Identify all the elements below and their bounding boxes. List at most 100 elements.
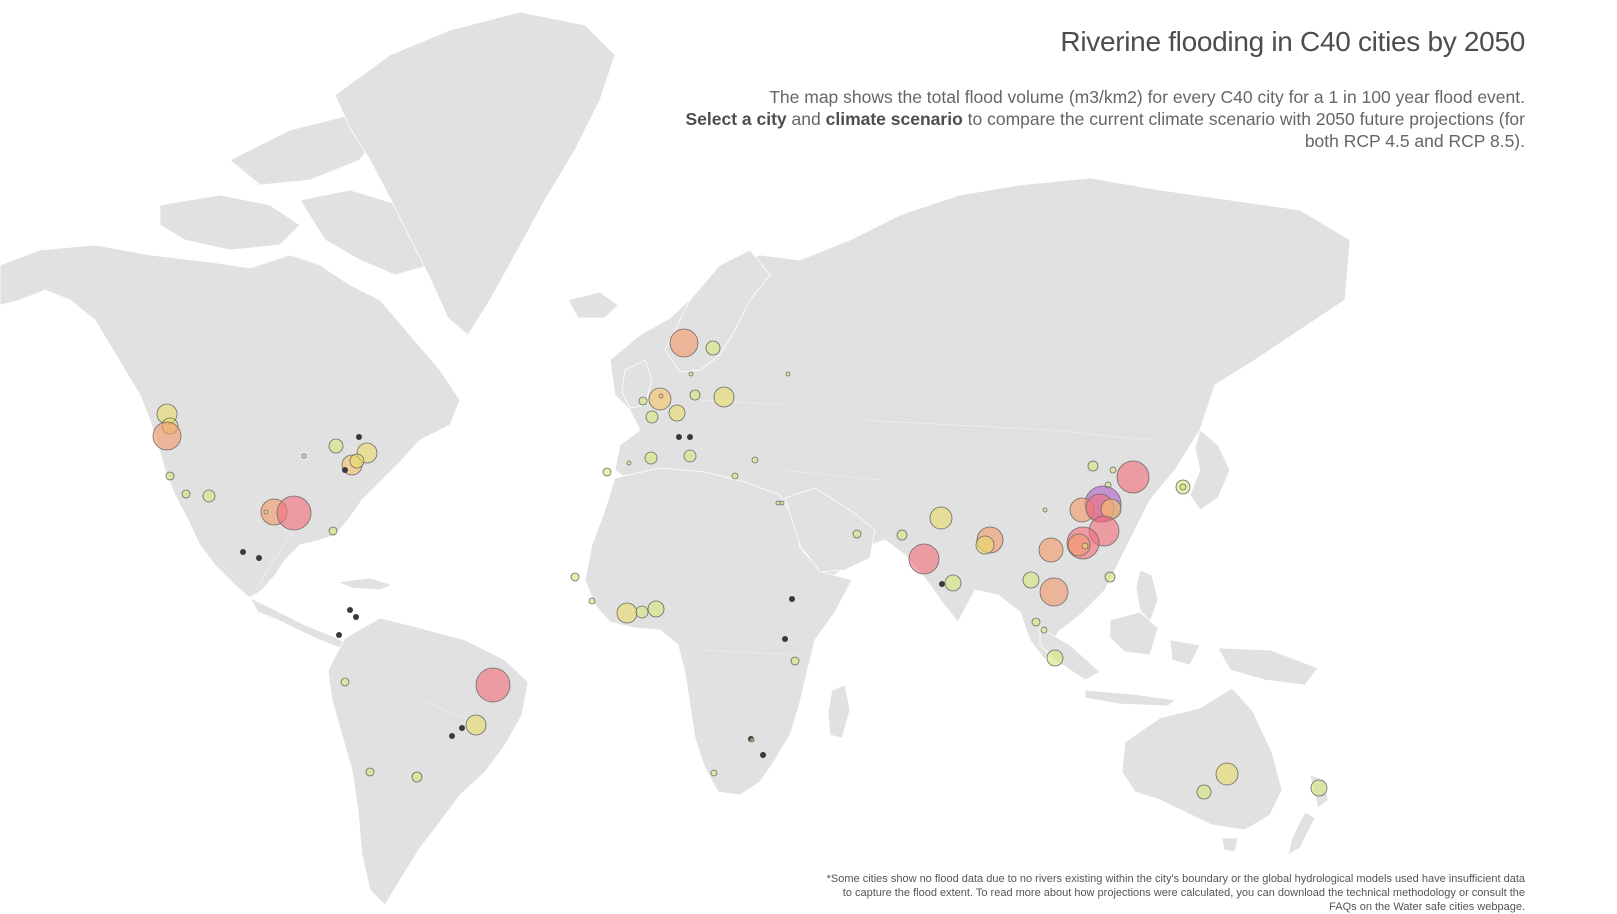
city-no-data-marker[interactable] [240,549,246,555]
city-flood-marker[interactable] [340,677,350,687]
central-america-land [249,597,346,649]
city-flood-marker[interactable] [731,472,739,480]
uk-land [621,359,653,409]
city-no-data-marker[interactable] [459,725,465,731]
city-flood-marker[interactable] [328,438,344,454]
city-flood-marker[interactable] [749,737,755,743]
city-flood-marker[interactable] [668,404,686,422]
city-flood-marker[interactable] [944,574,962,592]
city-flood-marker[interactable] [181,489,191,499]
city-flood-marker[interactable] [616,602,638,624]
japan-land [1189,429,1231,511]
city-flood-marker[interactable] [908,543,940,575]
city-flood-marker[interactable] [1042,507,1048,513]
city-no-data-marker[interactable] [789,596,795,602]
city-flood-marker[interactable] [658,393,664,399]
city-flood-marker[interactable] [1067,533,1091,557]
city-flood-marker[interactable] [1116,460,1150,494]
city-flood-marker[interactable] [465,714,487,736]
city-flood-marker[interactable] [328,526,338,536]
city-flood-marker[interactable] [689,389,701,401]
greenland-land [334,11,616,336]
city-flood-marker[interactable] [647,600,665,618]
country-borders [160,399,1250,761]
madagascar-land [827,684,851,739]
city-flood-marker[interactable] [1040,626,1048,634]
city-no-data-marker[interactable] [347,607,353,613]
australia-land [1121,687,1283,831]
city-flood-marker[interactable] [785,371,791,377]
city-flood-marker[interactable] [1196,784,1212,800]
city-flood-marker[interactable] [779,500,785,506]
city-flood-marker[interactable] [411,771,423,783]
city-flood-marker[interactable] [852,529,862,539]
city-flood-marker[interactable] [588,597,596,605]
city-no-data-marker[interactable] [782,636,788,642]
city-flood-marker[interactable] [1038,537,1064,563]
city-no-data-marker[interactable] [353,614,359,620]
select-city-link[interactable]: Select a city [685,109,787,129]
city-flood-marker[interactable] [790,656,800,666]
city-flood-marker[interactable] [683,449,697,463]
city-flood-marker[interactable] [688,371,694,377]
city-flood-marker[interactable] [1031,617,1041,627]
city-no-data-marker[interactable] [939,581,945,587]
north-america-land [0,244,461,599]
city-flood-marker[interactable] [645,410,659,424]
city-flood-marker[interactable] [896,529,908,541]
indonesia-land [1039,611,1201,707]
arabia-land [784,487,876,573]
city-no-data-marker[interactable] [687,434,693,440]
city-flood-marker[interactable] [1104,571,1116,583]
city-flood-marker[interactable] [349,453,365,469]
city-no-data-marker[interactable] [256,555,262,561]
city-flood-marker[interactable] [1310,779,1328,797]
description-part2: to compare the current climate scenario … [967,109,1525,151]
city-flood-marker[interactable] [626,460,632,466]
city-flood-marker[interactable] [751,456,759,464]
climate-scenario-link[interactable]: climate scenario [825,109,963,129]
city-flood-marker[interactable] [1215,762,1239,786]
city-markers[interactable] [152,328,1328,800]
city-flood-marker[interactable] [710,769,718,777]
city-no-data-marker[interactable] [342,467,348,473]
city-flood-marker[interactable] [365,767,375,777]
city-flood-marker[interactable] [1022,571,1040,589]
city-flood-marker[interactable] [165,471,175,481]
city-flood-marker[interactable] [1087,460,1099,472]
city-flood-marker[interactable] [635,605,649,619]
city-flood-marker[interactable] [638,396,648,406]
description-part1: The map shows the total flood volume (m3… [769,87,1525,107]
city-flood-marker[interactable] [202,489,216,503]
tasmania-land [1221,837,1239,853]
city-flood-marker[interactable] [1179,483,1187,491]
city-flood-marker[interactable] [570,572,580,582]
city-flood-marker[interactable] [152,421,182,451]
city-no-data-marker[interactable] [449,733,455,739]
city-flood-marker[interactable] [705,340,721,356]
city-no-data-marker[interactable] [336,632,342,638]
city-no-data-marker[interactable] [760,752,766,758]
city-flood-marker[interactable] [713,386,735,408]
city-flood-marker[interactable] [929,506,953,530]
city-no-data-marker[interactable] [676,434,682,440]
map-title: Riverine flooding in C40 cities by 2050 [1060,26,1525,57]
city-flood-marker[interactable] [263,509,269,515]
city-flood-marker[interactable] [775,500,781,506]
arctic-islands [159,194,301,251]
city-flood-marker[interactable] [1109,466,1117,474]
city-flood-marker[interactable] [301,453,307,459]
city-flood-marker[interactable] [975,535,995,555]
city-flood-marker[interactable] [648,387,672,411]
city-flood-marker[interactable] [1046,649,1064,667]
city-flood-marker[interactable] [602,467,612,477]
city-flood-marker[interactable] [276,495,312,531]
city-no-data-marker[interactable] [356,434,362,440]
footnote: *Some cities show no flood data due to n… [826,873,1525,913]
city-flood-marker[interactable] [669,328,699,358]
city-flood-marker[interactable] [1039,577,1069,607]
city-flood-marker[interactable] [644,451,658,465]
city-flood-marker[interactable] [1081,542,1089,550]
city-flood-marker[interactable] [475,667,511,703]
